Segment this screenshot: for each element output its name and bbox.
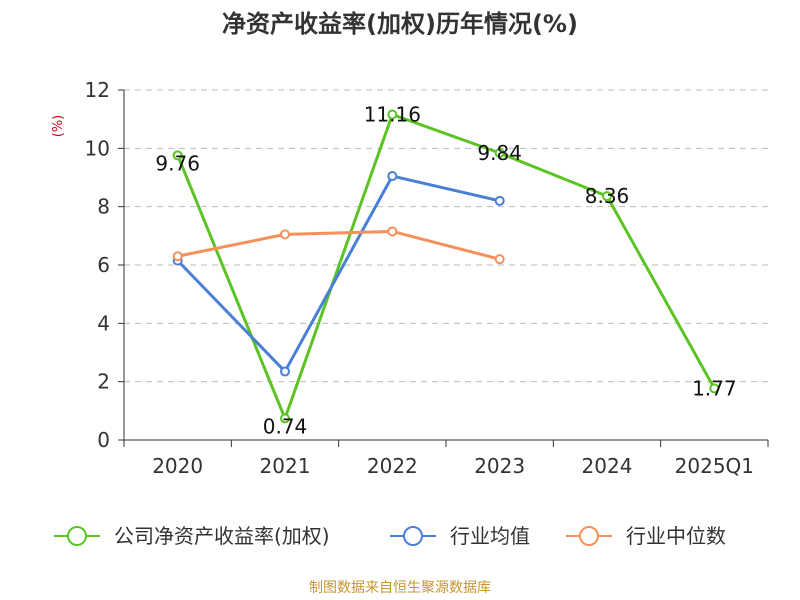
- data-label: 8.36: [585, 184, 630, 208]
- data-label: 9.76: [155, 151, 200, 175]
- legend-swatch-marker: [579, 526, 599, 546]
- series-point-0: [709, 383, 720, 394]
- chart-title: 净资产收益率(加权)历年情况(%): [222, 10, 578, 38]
- x-tick-label: 2020: [152, 454, 203, 478]
- data-label: 1.77: [692, 376, 737, 400]
- legend-swatch-marker: [403, 526, 423, 546]
- series-lines: [172, 109, 720, 424]
- series-point-0: [172, 150, 183, 161]
- x-tick-label: 2022: [367, 454, 418, 478]
- series-point-0: [602, 191, 612, 202]
- source-note: 制图数据来自恒生聚源数据库: [309, 580, 491, 596]
- series-point-1: [387, 171, 398, 182]
- series-point-0: [280, 413, 290, 424]
- x-tick-label: 2024: [582, 454, 633, 478]
- axes: 0 2 4 6 8 10 12 2020 2021 2022 2023 2024 2025Q1: [85, 78, 769, 478]
- series-line-0: [176, 113, 716, 420]
- y-tick-label: 2: [97, 370, 110, 394]
- series-point-1: [280, 366, 290, 377]
- data-label: 9.84: [477, 141, 522, 165]
- y-tick-label: 4: [97, 311, 110, 335]
- series-line-1: [176, 174, 501, 373]
- legend: 公司净资产收益率(加权) 行业均值 行业中位数: [54, 524, 726, 548]
- series-point-2: [387, 226, 398, 237]
- data-label: 11.16: [364, 103, 421, 127]
- series-point-2: [172, 251, 183, 262]
- series-point-2: [280, 229, 290, 240]
- legend-label: 行业中位数: [626, 524, 726, 548]
- x-tick-label: 2025Q1: [675, 454, 754, 478]
- y-axis-unit-label: (%): [51, 115, 66, 138]
- y-tick-label: 0: [97, 428, 110, 452]
- x-tick-label: 2023: [474, 454, 525, 478]
- data-labels: 9.76 0.74 11.16 9.84 8.36 1.77: [155, 103, 736, 439]
- y-tick-label: 6: [97, 253, 110, 277]
- data-label: 0.74: [263, 414, 308, 438]
- series-point-0: [494, 148, 505, 158]
- y-tick-label: 10: [85, 136, 110, 160]
- y-tick-label: 12: [85, 78, 110, 102]
- gridlines: [124, 89, 768, 383]
- legend-label: 行业均值: [450, 524, 530, 548]
- legend-swatch-marker: [67, 526, 87, 546]
- series-line-2: [177, 229, 501, 261]
- y-tick-label: 8: [97, 195, 110, 219]
- legend-label: 公司净资产收益率(加权): [114, 524, 330, 548]
- series-point-2: [494, 254, 505, 265]
- series-point-0: [387, 109, 398, 120]
- x-tick-label: 2021: [260, 454, 311, 478]
- series-point-1: [494, 195, 505, 206]
